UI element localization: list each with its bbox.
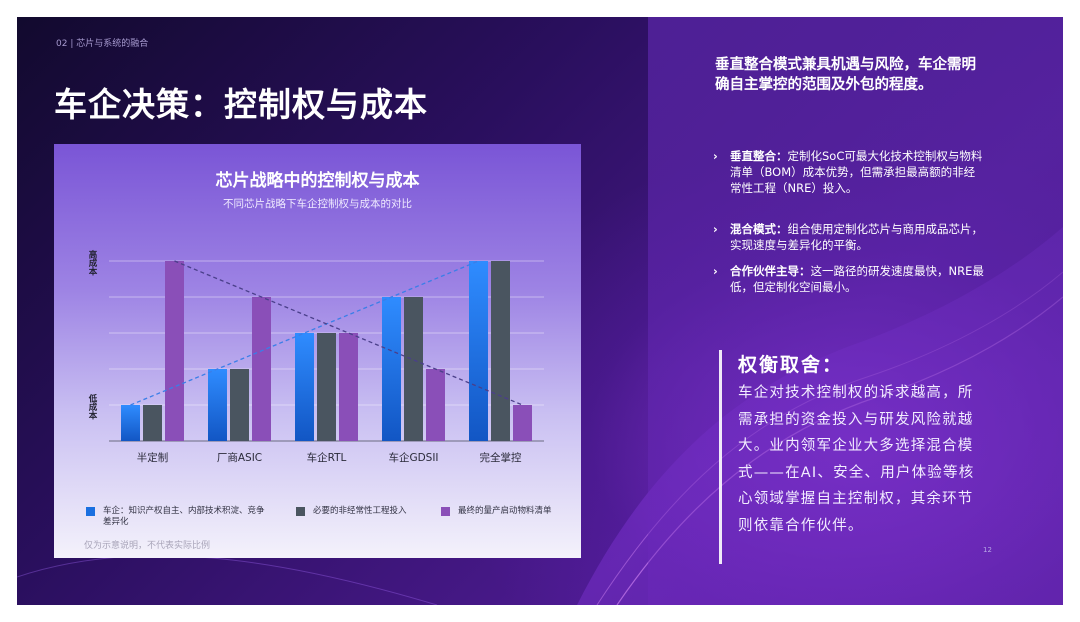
legend-label-series-1: 车企：知识产权自主、内部技术积淀、竞争差异化 [103,506,265,527]
x-tick-label: 车企GDSII [388,451,438,464]
bar-series-2 [230,369,249,441]
tradeoff-accent-bar [719,350,722,564]
legend-label-series-2: 必要的非经常性工程投入 [313,506,407,516]
y-axis-label-top: 高成本 [87,250,97,277]
tradeoff-title: 权衡取舍： [738,354,844,376]
section-label: 02 | 芯片与系统的融合 [56,39,149,49]
slide [17,17,1063,605]
chart-subtitle: 不同芯片战略下车企控制权与成本的对比 [223,198,412,210]
chevron-right-icon: › [713,149,718,163]
x-tick-label: 车企RTL [307,451,347,464]
legend-swatch-series-1 [86,507,95,516]
legend-swatch-series-2 [296,507,305,516]
bar-series-1 [295,333,314,441]
chart-note: 仅为示意说明，不代表实际比例 [84,541,211,551]
page-number: 12 [983,546,992,554]
bar-series-2 [491,261,510,441]
bar-series-1 [382,297,401,441]
x-tick-label: 半定制 [137,451,169,464]
bar-series-3 [426,369,445,441]
intro-text: 垂直整合模式兼具机遇与风险，车企需明确自主掌控的范围及外包的程度。 [715,57,976,93]
bullet-heading: 垂直整合： [730,149,788,163]
bar-series-2 [143,405,162,441]
bullet-body: 这一路径的研发速度最快，NRE最低，但定制化空间最小。 [730,264,984,294]
x-tick-label: 厂商ASIC [217,451,262,464]
bullet-vertical-integration: › 垂直整合：定制化SoC可最大化技术控制权与物料清单（BOM）成本优势，但需承… [713,148,985,196]
legend-label-series-3: 最终的量产启动物料清单 [458,506,552,516]
legend-swatch-series-3 [441,507,450,516]
right-text-panel [648,17,1063,605]
y-axis-label-bottom: 低成本 [87,394,98,421]
bar-series-1 [469,261,488,441]
bar-series-3 [165,261,184,441]
page-title: 车企决策：控制权与成本 [54,85,428,124]
chart-title: 芯片战略中的控制权与成本 [215,171,420,191]
chevron-right-icon: › [713,222,718,236]
bar-series-2 [404,297,423,441]
bar-series-1 [208,369,227,441]
bar-series-3 [252,297,271,441]
bar-series-3 [339,333,358,441]
chevron-right-icon: › [713,264,718,278]
bar-series-3 [513,405,532,441]
bullet-body: 定制化SoC可最大化技术控制权与物料清单（BOM）成本优势，但需承担最高额的非经… [730,149,983,195]
bullet-partner-led: › 合作伙伴主导：这一路径的研发速度最快，NRE最低，但定制化空间最小。 [713,263,985,295]
bar-series-2 [317,333,336,441]
x-tick-label: 完全掌控 [480,451,522,464]
bullet-heading: 混合模式： [730,222,788,236]
bullet-hybrid-model: › 混合模式：组合使用定制化芯片与商用成品芯片，实现速度与差异化的平衡。 [713,221,985,253]
bar-series-1 [121,405,140,441]
tradeoff-body: 车企对技术控制权的诉求越高，所需承担的资金投入与研发风险就越大。业内领军企业大多… [738,385,975,534]
chart-card: 芯片战略中的控制权与成本 不同芯片战略下车企控制权与成本的对比 半定制 厂商ASI… [54,144,581,558]
bullet-body: 组合使用定制化芯片与商用成品芯片，实现速度与差异化的平衡。 [730,222,983,252]
bullet-heading: 合作伙伴主导： [730,264,811,278]
